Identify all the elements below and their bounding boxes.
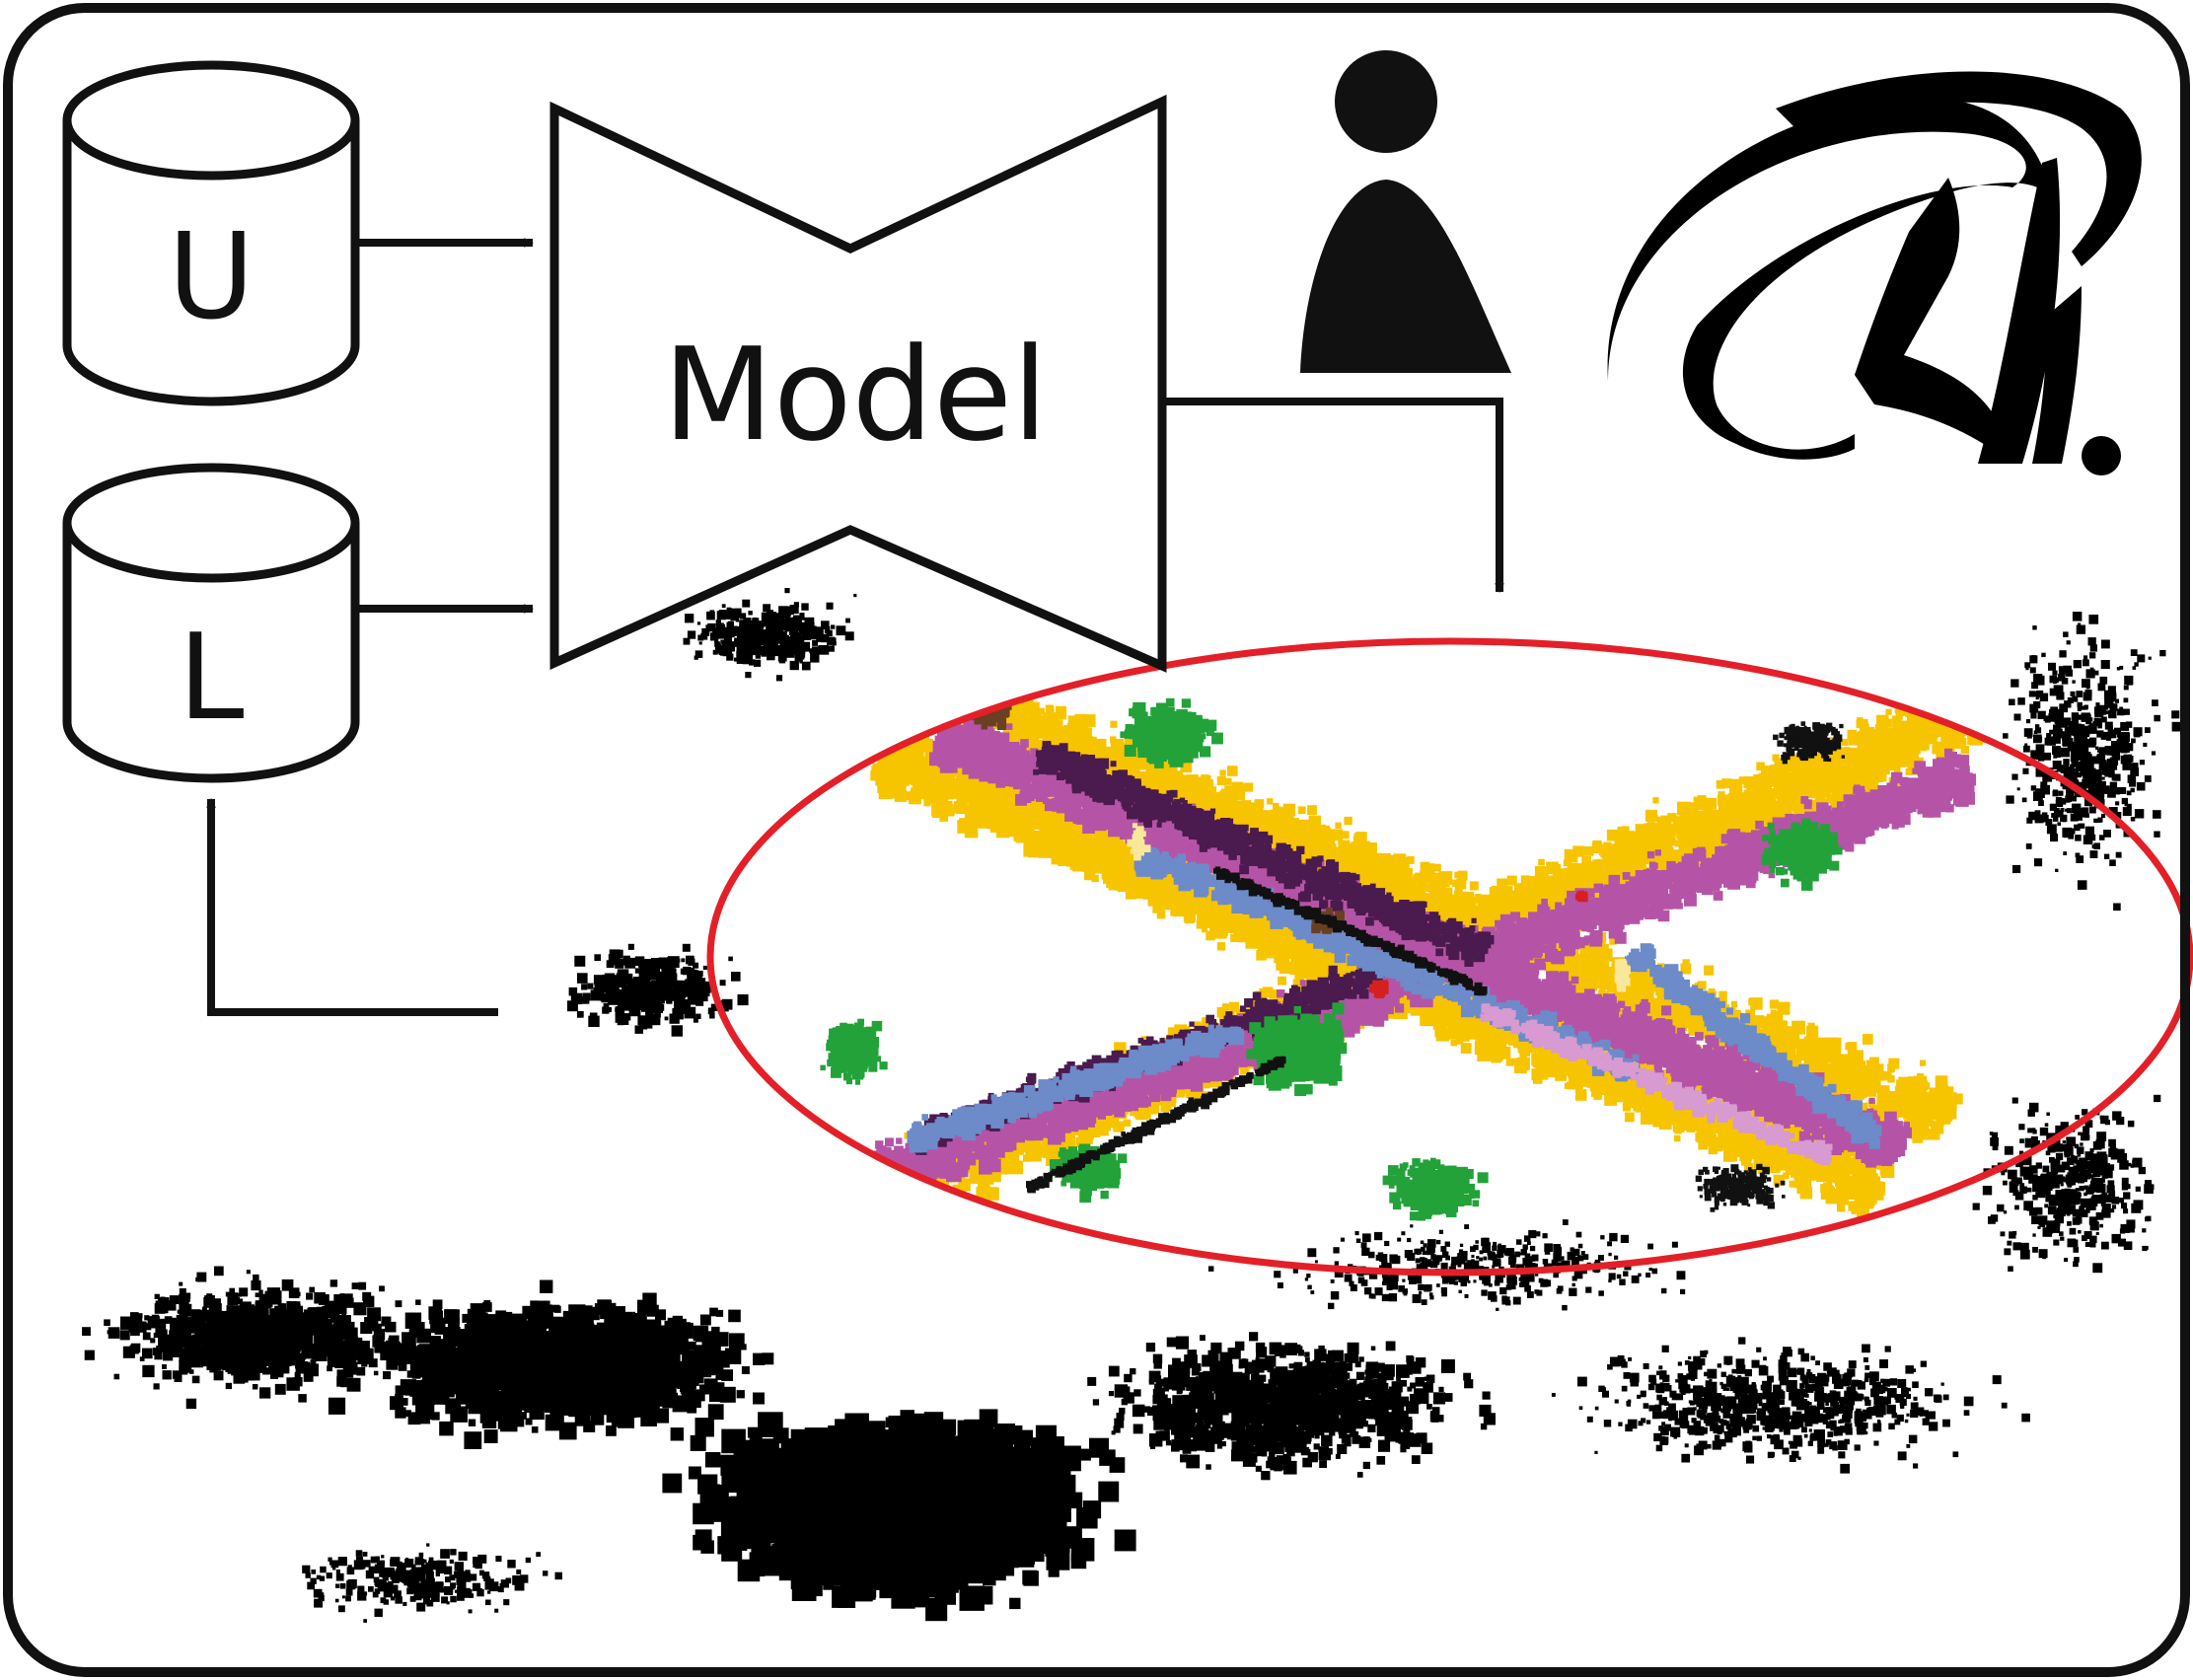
person-icon — [1335, 50, 1437, 153]
arrow-model-to-query — [1164, 398, 1504, 593]
labeled-database — [62, 463, 360, 783]
frame-border — [3, 3, 2190, 1677]
segmented-points — [820, 670, 1990, 1239]
unlabeled-label: U — [168, 209, 255, 346]
model-block — [549, 94, 1167, 673]
labeled-label: L — [179, 610, 245, 747]
database-icon — [62, 523, 360, 783]
database-icon — [62, 120, 360, 406]
arrow-feedback-to-labeled — [206, 798, 498, 1016]
unlabeled-database — [62, 60, 360, 406]
logo-mark — [1607, 71, 2142, 475]
model-label: Model — [663, 320, 1048, 470]
annotator — [1300, 50, 1511, 373]
point-cloud-scene — [82, 588, 2182, 1623]
unlabeled-points — [82, 588, 2182, 1623]
